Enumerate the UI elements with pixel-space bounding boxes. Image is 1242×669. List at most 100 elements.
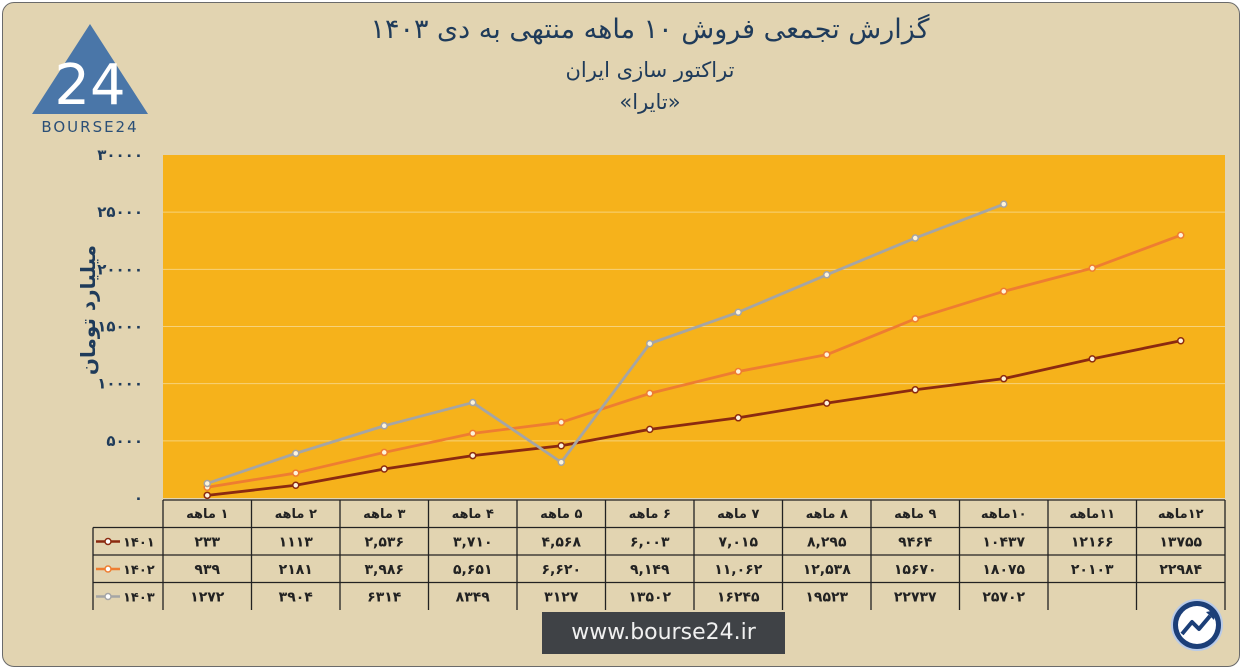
bourse24-logo: 24 xyxy=(30,22,150,137)
table-cell-value: ۲۰۱۰۳ xyxy=(1071,562,1114,578)
website-link[interactable]: www.bourse24.ir xyxy=(571,620,756,645)
legend-series-name: ۱۴۰۲ xyxy=(123,563,155,578)
data-point xyxy=(734,414,742,422)
y-tick-label: ۰ xyxy=(134,489,143,507)
table-cell-value: ۵,۶۵۱ xyxy=(453,562,493,578)
data-point xyxy=(203,479,211,488)
data-point xyxy=(734,367,742,376)
data-point xyxy=(646,339,654,348)
x-category-label: ۱۱ماهه xyxy=(1069,507,1115,522)
table-cell-value: ۱۱,۰۶۲ xyxy=(714,562,762,578)
data-point xyxy=(469,398,477,407)
table-cell-value: ۱۳۵۰۲ xyxy=(628,590,671,606)
data-point xyxy=(557,418,565,427)
company-name: تراکتور سازی ایران xyxy=(565,58,735,82)
x-category-label: ۷ ماهه xyxy=(717,507,759,522)
table-cell-value: ۱۶۲۴۵ xyxy=(717,590,760,606)
table-cell-value: ۴,۵۶۸ xyxy=(542,535,582,551)
data-point xyxy=(292,449,300,458)
data-point xyxy=(292,481,300,490)
data-point xyxy=(911,315,919,323)
data-point xyxy=(646,425,654,434)
table-cell-value: ۱۱۱۳ xyxy=(279,535,314,551)
table-cell-value: ۸۳۴۹ xyxy=(456,590,491,606)
legend-series-name: ۱۴۰۱ xyxy=(123,536,155,551)
x-category-label: ۳ ماهه xyxy=(363,507,405,522)
table-cell-value: ۱۲۷۲ xyxy=(190,590,225,606)
x-category-label: ۵ ماهه xyxy=(540,507,582,522)
table-cell-value: ۳۱۲۷ xyxy=(544,590,579,606)
table-cell-value: ۶,۰۰۳ xyxy=(630,535,670,551)
svg-text:24: 24 xyxy=(54,53,125,117)
table-cell-value: ۷,۰۱۵ xyxy=(719,535,759,551)
data-point xyxy=(911,386,919,394)
logo-wordmark: BOURSE24 xyxy=(41,118,139,136)
table-cell-value: ۱۰۴۳۷ xyxy=(982,535,1025,551)
ticker-symbol: «تایرا» xyxy=(619,90,681,114)
legend-key-marker xyxy=(104,537,112,546)
y-tick-label: ۲۵۰۰۰ xyxy=(97,203,143,221)
trend-up-icon xyxy=(1170,598,1224,652)
table-cell-value: ۱۹۵۲۳ xyxy=(805,590,848,606)
data-point xyxy=(734,308,742,317)
data-point xyxy=(1000,200,1008,208)
data-point xyxy=(1177,336,1185,345)
x-category-label: ۱۰ماهه xyxy=(981,507,1027,522)
data-point xyxy=(823,350,831,359)
table-cell-value: ۱۲۱۶۶ xyxy=(1071,535,1114,551)
data-point xyxy=(469,451,477,460)
data-point xyxy=(1000,374,1008,383)
y-tick-label: ۲۰۰۰۰ xyxy=(97,260,143,278)
data-point xyxy=(823,271,831,279)
x-category-label: ۱۲ماهه xyxy=(1158,507,1204,522)
series-line xyxy=(207,339,1182,497)
table-cell-value: ۶۳۱۴ xyxy=(367,590,402,606)
data-point xyxy=(1088,355,1096,363)
y-tick-label: ۱۵۰۰۰ xyxy=(97,318,143,336)
x-category-label: ۴ ماهه xyxy=(452,507,494,522)
data-point xyxy=(380,422,388,430)
data-point xyxy=(1088,264,1096,272)
x-category-label: ۲ ماهه xyxy=(275,507,317,522)
data-point xyxy=(1177,231,1185,239)
data-point xyxy=(557,442,565,450)
table-cell-value: ۹,۱۴۹ xyxy=(630,562,670,578)
y-axis-label: میلیارد تومان xyxy=(76,244,100,376)
table-cell-value: ۱۸۰۷۵ xyxy=(982,562,1025,578)
data-point xyxy=(1000,287,1008,296)
table-cell-value: ۳۹۰۴ xyxy=(279,590,314,606)
table-cell-value: ۹۴۶۴ xyxy=(898,535,933,551)
x-category-label: ۹ ماهه xyxy=(894,507,936,522)
data-point xyxy=(203,491,211,500)
data-point xyxy=(380,465,388,473)
table-cell-value: ۲۱۸۱ xyxy=(279,562,313,578)
table-cell-value: ۳,۷۱۰ xyxy=(453,535,493,551)
series-line xyxy=(207,233,1182,489)
website-banner[interactable]: www.bourse24.ir xyxy=(542,612,785,654)
table-cell-value: ۲۵۷۰۲ xyxy=(982,590,1025,606)
data-point xyxy=(823,399,831,407)
x-category-label: ۱ ماهه xyxy=(186,507,228,522)
table-cell-value: ۳,۹۸۶ xyxy=(365,562,405,578)
table-cell-value: ۶,۶۲۰ xyxy=(542,562,582,578)
table-cell-value: ۱۵۶۷۰ xyxy=(894,562,937,578)
table-cell-value: ۲۲۹۸۴ xyxy=(1159,562,1202,578)
data-point xyxy=(557,458,565,466)
legend-key-marker xyxy=(104,565,112,573)
y-tick-label: ۳۰۰۰۰ xyxy=(97,146,143,164)
table-cell-value: ۱۲,۵۳۸ xyxy=(803,562,851,578)
legend-series-name: ۱۴۰۳ xyxy=(123,591,155,606)
chart-title: گزارش تجمعی فروش ۱۰ ماهه منتهی به دی ۱۴۰… xyxy=(370,14,930,45)
data-point xyxy=(646,389,654,398)
table-cell-value: ۱۳۷۵۵ xyxy=(1159,535,1202,551)
data-point xyxy=(911,234,919,242)
data-point xyxy=(292,469,300,477)
table-cell-value: ۲۳۳ xyxy=(194,535,220,551)
x-category-label: ۸ ماهه xyxy=(806,507,848,522)
y-tick-label: ۱۰۰۰۰ xyxy=(97,375,143,393)
series-line xyxy=(206,202,1005,485)
table-cell-value: ۸,۲۹۵ xyxy=(807,535,847,551)
y-tick-label: ۵۰۰۰ xyxy=(106,432,143,450)
table-cell-value: ۲۲۷۳۷ xyxy=(894,590,937,606)
